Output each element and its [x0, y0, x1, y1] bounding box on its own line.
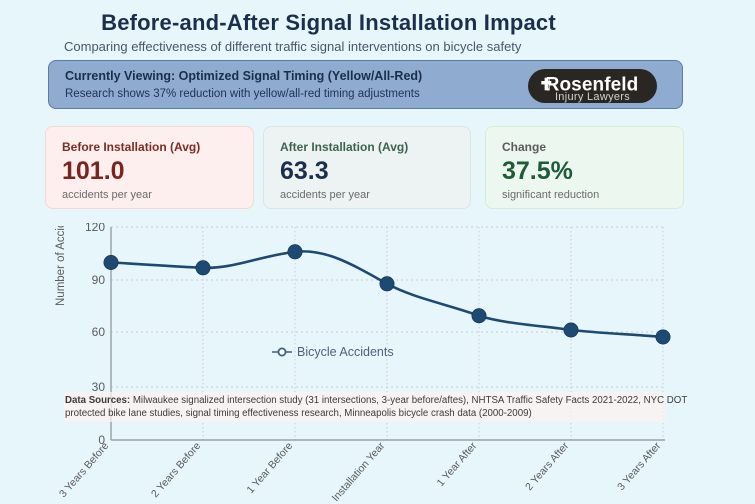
svg-text:120: 120 — [85, 223, 105, 234]
svg-text:protected bike lane studies, s: protected bike lane studies, signal timi… — [65, 408, 532, 419]
svg-text:60: 60 — [92, 325, 106, 339]
svg-text:Bicycle Accidents: Bicycle Accidents — [297, 345, 394, 359]
svg-text:1 Year Before: 1 Year Before — [244, 440, 295, 496]
svg-text:Data Sources: Milwaukee signal: Data Sources: Milwaukee signalized inter… — [65, 395, 687, 406]
svg-text:2 Years After: 2 Years After — [523, 440, 571, 493]
svg-text:3 Years Before: 3 Years Before — [57, 440, 111, 500]
svg-text:2 Years Before: 2 Years Before — [149, 440, 203, 500]
svg-text:1 Year After: 1 Year After — [435, 440, 480, 489]
svg-text:30: 30 — [92, 380, 106, 394]
svg-text:Installation Year: Installation Year — [330, 440, 388, 504]
svg-text:90: 90 — [92, 273, 106, 287]
svg-text:3 Years After: 3 Years After — [615, 440, 663, 493]
